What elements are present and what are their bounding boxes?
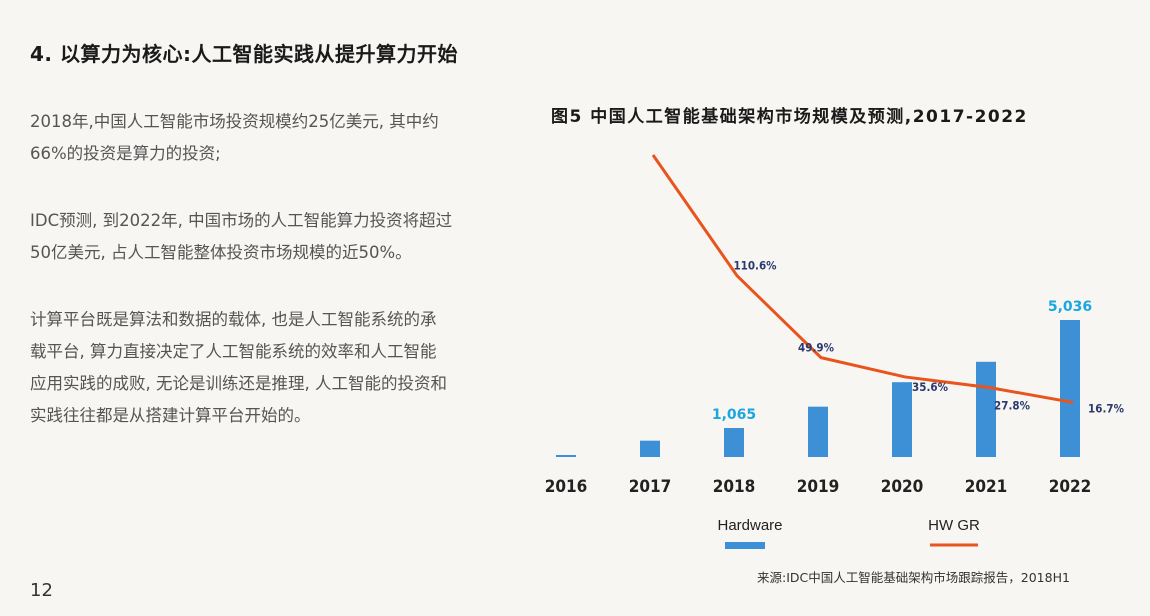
legend-label-hardware: Hardware — [717, 517, 782, 534]
paragraph-2: IDC预测, 到2022年, 中国市场的人工智能算力投资将超过 50亿美元, 占… — [30, 205, 525, 269]
paragraph-3: 计算平台既是算法和数据的载体, 也是人工智能系统的承 载平台, 算力直接决定了人… — [30, 304, 525, 432]
paragraph-line: IDC预测, 到2022年, 中国市场的人工智能算力投资将超过 — [30, 211, 453, 230]
body-text: 2018年,中国人工智能市场投资规模约25亿美元, 其中约 66%的投资是算力的… — [30, 106, 525, 467]
page-number: 12 — [30, 580, 53, 601]
bar-hardware-2018 — [724, 428, 744, 457]
line-hw-gr — [651, 154, 1074, 404]
x-tick-label: 2017 — [629, 477, 672, 497]
x-tick-label: 2019 — [797, 477, 840, 497]
bar-hardware-2022 — [1060, 320, 1080, 457]
paragraph-line: 计算平台既是算法和数据的载体, 也是人工智能系统的承 — [30, 310, 437, 329]
line-data-label: 110.6% — [733, 259, 777, 273]
x-tick-label: 2021 — [965, 477, 1008, 497]
paragraph-line: 实践往往都是从搭建计算平台开始的。 — [30, 406, 311, 425]
bar-data-label: 1,065 — [712, 407, 756, 423]
source-note: 来源:IDC中国人工智能基础架构市场跟踪报告，2018H1 — [757, 570, 1070, 585]
bar-hardware-2016 — [556, 455, 576, 457]
paragraph-line: 2018年,中国人工智能市场投资规模约25亿美元, 其中约 — [30, 112, 439, 131]
line-data-label: 27.8% — [994, 398, 1031, 412]
bar-hardware-2019 — [808, 406, 828, 457]
legend-swatch-hardware — [725, 542, 765, 549]
section-heading: 4. 以算力为核心:人工智能实践从提升算力开始 — [30, 42, 458, 66]
line-data-label: 49.9% — [798, 341, 835, 355]
bar-data-label: 5,036 — [1048, 299, 1092, 315]
legend-label-hw-gr: HW GR — [928, 517, 980, 534]
x-tick-label: 2020 — [881, 477, 924, 497]
paragraph-1: 2018年,中国人工智能市场投资规模约25亿美元, 其中约 66%的投资是算力的… — [30, 106, 525, 170]
paragraph-line: 66%的投资是算力的投资; — [30, 144, 221, 163]
market-size-chart: 1,065 5,036 2016 2017 2018 2019 2020 2021 2022 11… — [545, 154, 1125, 549]
paragraph-line: 载平台, 算力直接决定了人工智能系统的效率和人工智能 — [30, 342, 437, 361]
chart-title: 图5 中国人工智能基础架构市场规模及预测,2017-2022 — [551, 107, 1028, 127]
bar-hardware-2020 — [892, 382, 912, 457]
x-tick-label: 2022 — [1049, 477, 1092, 497]
bar-hardware-2021 — [976, 361, 996, 457]
line-data-label: 35.6% — [912, 380, 949, 394]
paragraph-line: 应用实践的成败, 无论是训练还是推理, 人工智能的投资和 — [30, 374, 447, 393]
bar-hardware-2017 — [640, 440, 660, 457]
x-tick-label: 2016 — [545, 477, 588, 497]
x-tick-label: 2018 — [713, 477, 756, 497]
line-data-label: 16.7% — [1088, 401, 1125, 415]
paragraph-line: 50亿美元, 占人工智能整体投资市场规模的近50%。 — [30, 243, 412, 262]
